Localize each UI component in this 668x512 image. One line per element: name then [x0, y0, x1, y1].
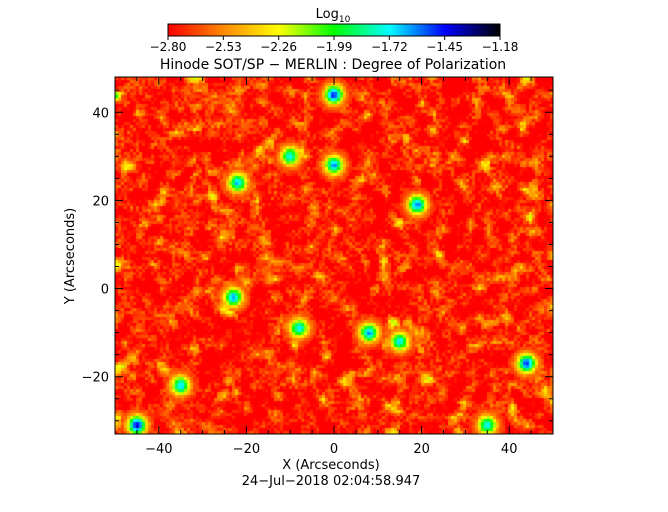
x-tick-label: −20 [233, 442, 260, 457]
y-tick-label: 20 [92, 194, 109, 209]
colorbar-label: Log10 [316, 7, 351, 25]
axes: −40 −20 0 20 40 −20 0 20 40 [82, 77, 554, 457]
colorbar-tick-label: −2.80 [150, 40, 187, 54]
plot-area: −40 −20 0 20 40 −20 0 20 40 [82, 76, 554, 457]
colorbar-tick-label: −2.26 [260, 40, 297, 54]
colorbar: Log10 −2.80 −2.53 −2.26 −1.99 −1.72 −1.45 −1.1… [150, 7, 519, 54]
chart-title: Hinode SOT/SP − MERLIN : Degree of Polar… [160, 57, 506, 73]
colorbar-tick-label: −1.45 [426, 40, 463, 54]
x-axis-label: X (Arcseconds) [282, 458, 379, 473]
x-tick-label: 40 [501, 442, 518, 457]
x-tick-label: −40 [145, 442, 172, 457]
colorbar-tick-label: −1.99 [316, 40, 353, 54]
colorbar-gradient [167, 23, 501, 37]
colorbar-tick-label: −1.18 [482, 40, 519, 54]
date-label: 24−Jul−2018 02:04:58.947 [242, 474, 421, 489]
x-tick-label: 20 [413, 442, 430, 457]
colorbar-tick-label: −2.53 [205, 40, 242, 54]
heatmap-canvas [115, 77, 553, 434]
y-tick-label: −20 [82, 371, 109, 386]
x-tick-label: 0 [330, 442, 338, 457]
y-tick-label: 40 [92, 106, 109, 121]
y-tick-label: 0 [101, 283, 109, 298]
y-axis-label: Y (Arcseconds) [63, 208, 78, 305]
colorbar-ticks: −2.80 −2.53 −2.26 −1.99 −1.72 −1.45 −1.18 [150, 36, 519, 54]
colorbar-tick-label: −1.72 [371, 40, 408, 54]
